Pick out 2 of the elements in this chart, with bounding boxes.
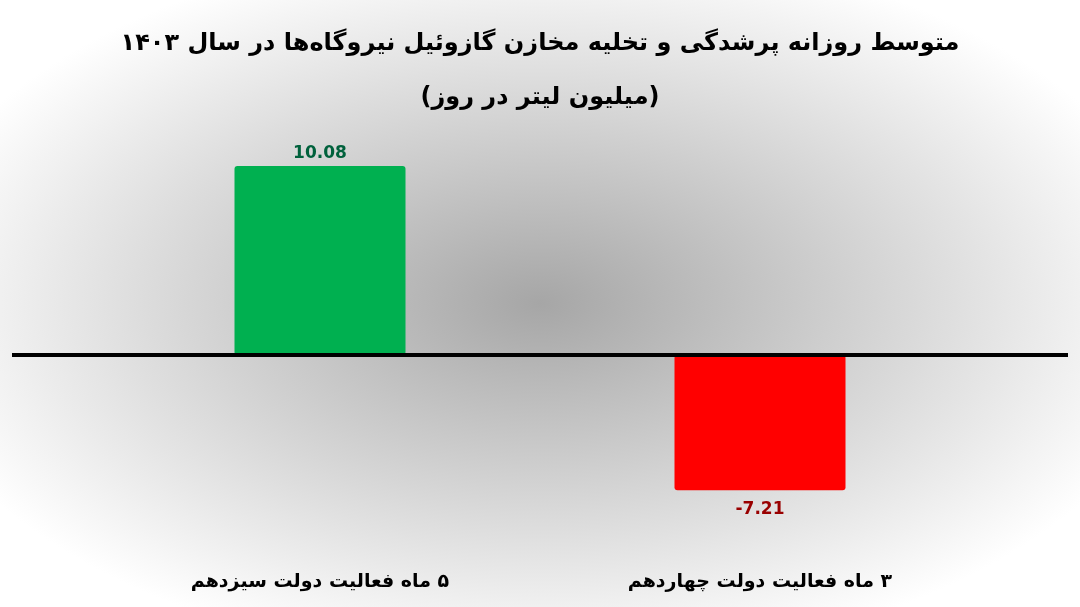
title: متوسط روزانه پرشدگی و تخلیه مخازن گازوئیل نیروگاه‌ها در سال ۱۴۰۳ xyxy=(120,28,960,56)
subtitle: (میلیون لیتر در روز) xyxy=(420,82,660,110)
